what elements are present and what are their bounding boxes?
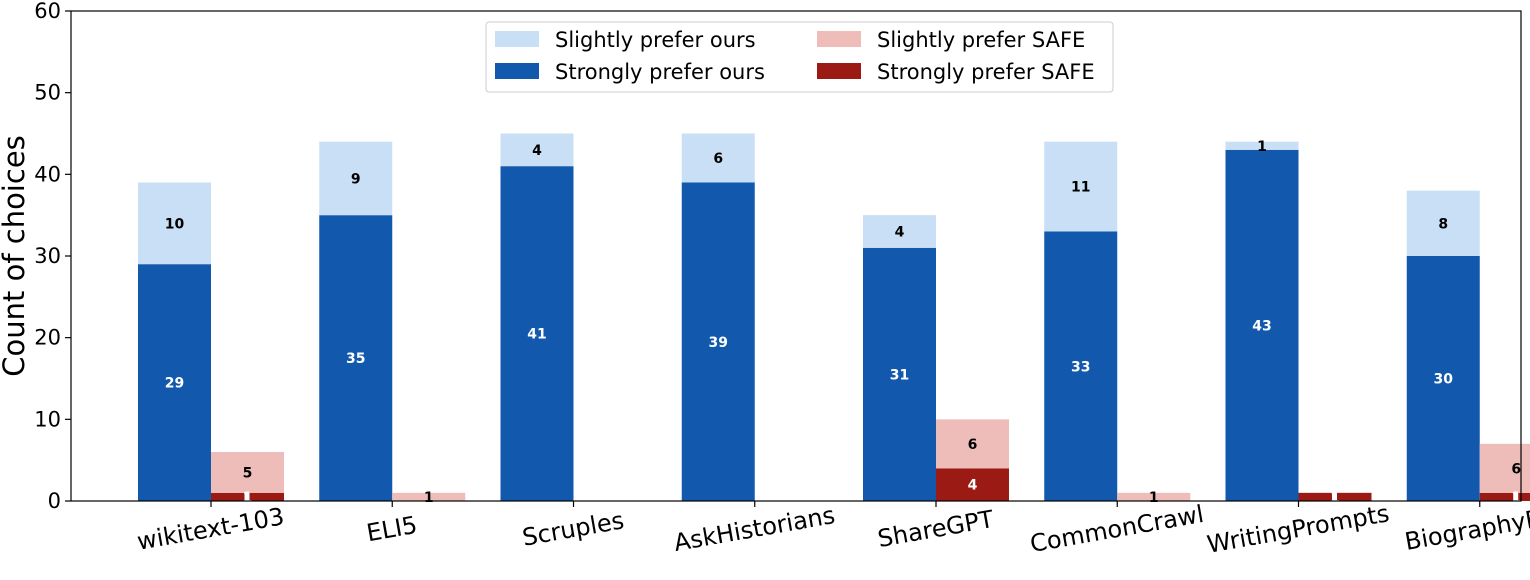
bar-slightly-prefer-ours-wikitext-103 bbox=[138, 182, 211, 265]
bar-strongly-prefer-ours-askhistorians bbox=[681, 182, 755, 501]
value-label: 6 bbox=[713, 151, 723, 167]
bar-slightly-prefer-safe-commoncrawl bbox=[1117, 492, 1191, 501]
value-label: 41 bbox=[527, 327, 546, 343]
legend-swatch bbox=[817, 31, 861, 47]
bar-slightly-prefer-safe-eli5 bbox=[392, 492, 466, 501]
y-axis-label: Count of choices bbox=[0, 135, 31, 377]
x-tick-label: ShareGPT bbox=[876, 505, 996, 553]
bar-strongly-prefer-safe-biographyfs bbox=[1479, 492, 1530, 501]
x-tick-label: WritingPrompts bbox=[1205, 499, 1391, 559]
value-label: 6 bbox=[1511, 461, 1521, 477]
value-labels-group: 29354139313343301094641118141151616 bbox=[165, 139, 1521, 506]
bar-slightly-prefer-ours-scruples bbox=[500, 133, 574, 167]
x-tick-label: BiographyFS bbox=[1403, 502, 1530, 556]
legend-swatch bbox=[495, 31, 539, 47]
bar-strongly-prefer-ours-scruples bbox=[500, 166, 574, 501]
label-gap-mark bbox=[244, 492, 250, 501]
bar-slightly-prefer-safe-biographyfs bbox=[1479, 443, 1530, 493]
y-tick-label: 0 bbox=[48, 489, 61, 513]
value-label: 4 bbox=[895, 225, 905, 241]
value-label: 29 bbox=[165, 376, 184, 392]
y-tick-label: 20 bbox=[34, 326, 61, 350]
bar-slightly-prefer-safe-wikitext-103 bbox=[211, 452, 284, 493]
value-label: 33 bbox=[1071, 359, 1090, 375]
bar-slightly-prefer-safe-sharegpt bbox=[936, 419, 1009, 469]
label-gap-mark bbox=[1332, 492, 1337, 501]
value-label: 39 bbox=[709, 335, 728, 351]
value-label: 1 bbox=[1149, 490, 1159, 506]
value-label: 4 bbox=[968, 478, 978, 494]
bar-strongly-prefer-ours-commoncrawl bbox=[1044, 231, 1118, 501]
y-tick-label: 50 bbox=[34, 81, 61, 105]
bar-slightly-prefer-ours-commoncrawl bbox=[1044, 141, 1118, 232]
x-tick-label: CommonCrawl bbox=[1028, 500, 1206, 558]
y-tick-label: 60 bbox=[34, 0, 61, 23]
value-label: 31 bbox=[890, 367, 909, 383]
legend-entry-label: Slightly prefer ours bbox=[555, 28, 756, 52]
bar-strongly-prefer-ours-eli5 bbox=[319, 215, 393, 501]
value-label: 1 bbox=[424, 490, 434, 506]
legend-box bbox=[485, 21, 1114, 93]
value-label: 35 bbox=[346, 351, 365, 367]
value-label: 1 bbox=[1257, 139, 1267, 155]
bars-group bbox=[138, 133, 1530, 502]
value-label: 11 bbox=[1071, 180, 1090, 196]
value-label: 30 bbox=[1434, 372, 1454, 388]
bar-slightly-prefer-ours-eli5 bbox=[319, 141, 393, 216]
value-label: 5 bbox=[243, 465, 253, 481]
bar-slightly-prefer-ours-biographyfs bbox=[1406, 190, 1480, 256]
value-label: 43 bbox=[1252, 318, 1271, 334]
bar-strongly-prefer-ours-writingprompts bbox=[1225, 149, 1299, 502]
plot-frame bbox=[70, 10, 1522, 502]
label-gap-mark bbox=[1513, 492, 1519, 501]
bar-slightly-prefer-ours-writingprompts bbox=[1225, 141, 1299, 150]
legend-swatch bbox=[495, 63, 539, 79]
x-tick-label: wikitext-103 bbox=[135, 502, 286, 555]
bar-slightly-prefer-ours-askhistorians bbox=[681, 133, 755, 183]
x-tick-label: AskHistorians bbox=[672, 501, 837, 557]
y-tick-label: 10 bbox=[34, 407, 61, 431]
legend: Slightly prefer ours Strongly prefer ours… bbox=[485, 21, 1114, 93]
bar-strongly-prefer-ours-biographyfs bbox=[1406, 256, 1480, 501]
bar-strongly-prefer-ours-wikitext-103 bbox=[138, 264, 211, 501]
bar-slightly-prefer-ours-sharegpt bbox=[863, 215, 936, 248]
bar-strongly-prefer-ours-sharegpt bbox=[863, 247, 936, 501]
legend-entry-label: Strongly prefer SAFE bbox=[877, 60, 1095, 84]
y-tick-label: 30 bbox=[34, 244, 61, 268]
x-tick-label: ELI5 bbox=[364, 511, 419, 547]
x-tick-label: Scruples bbox=[520, 506, 626, 551]
y-tick-label: 40 bbox=[34, 162, 61, 186]
value-label: 6 bbox=[968, 437, 978, 453]
value-label: 4 bbox=[532, 143, 542, 159]
value-label: 10 bbox=[165, 216, 185, 232]
legend-entry-label: Slightly prefer SAFE bbox=[877, 28, 1085, 52]
legend-entry-label: Strongly prefer ours bbox=[555, 60, 765, 84]
bar-strongly-prefer-safe-sharegpt bbox=[936, 468, 1009, 501]
value-label: 8 bbox=[1438, 216, 1448, 232]
value-label: 9 bbox=[351, 171, 361, 187]
legend-swatch bbox=[817, 63, 861, 79]
